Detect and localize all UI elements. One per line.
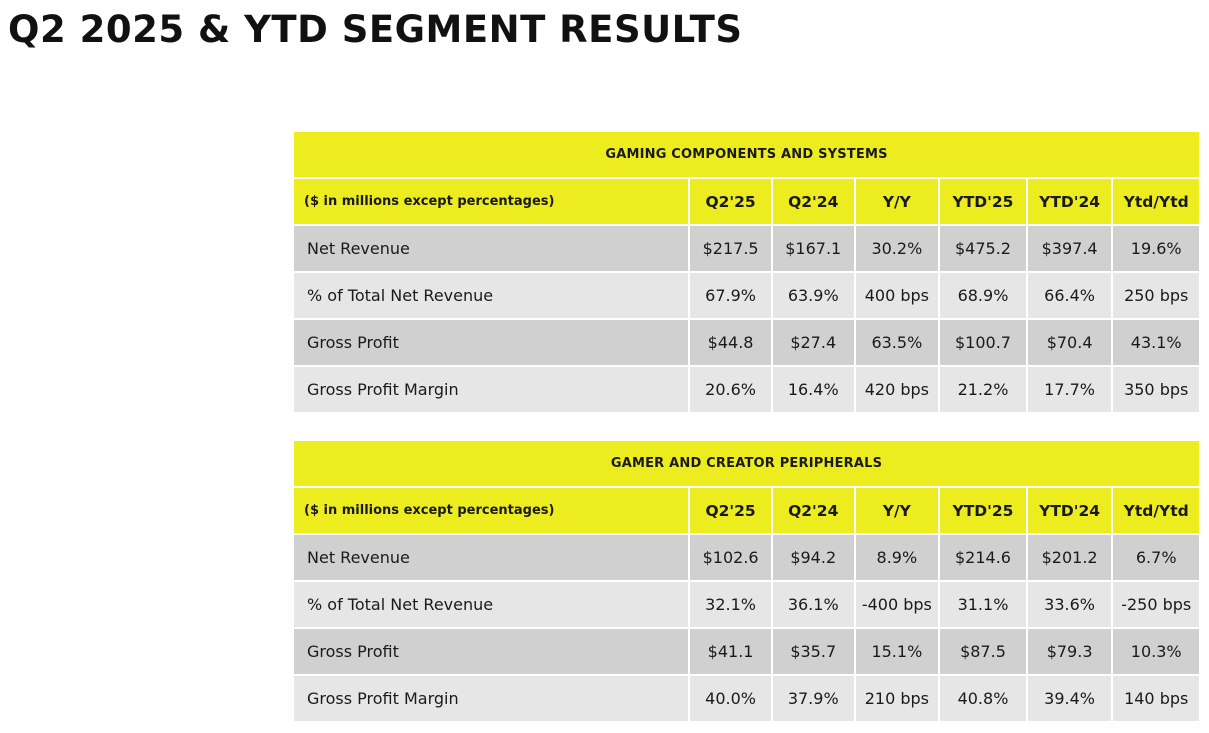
table-cell: 400 bps bbox=[855, 273, 939, 318]
table-row: Net Revenue $217.5 $167.1 30.2% $475.2 $… bbox=[294, 226, 1200, 271]
table-cell: 140 bps bbox=[1113, 676, 1200, 721]
table-cell: $214.6 bbox=[940, 535, 1026, 580]
table-cell: 350 bps bbox=[1113, 367, 1200, 412]
table-cell: $41.1 bbox=[690, 629, 771, 674]
table-cell: $70.4 bbox=[1027, 320, 1112, 365]
row-label: % of Total Net Revenue bbox=[294, 273, 689, 318]
table-row: % of Total Net Revenue 32.1% 36.1% -400 … bbox=[294, 582, 1200, 627]
column-header-q2-25: Q2'25 bbox=[690, 179, 771, 224]
table-cell: 420 bps bbox=[855, 367, 939, 412]
table-row: Gross Profit $44.8 $27.4 63.5% $100.7 $7… bbox=[294, 320, 1200, 365]
row-label: Gross Profit Margin bbox=[294, 367, 689, 412]
column-header-ytd-25: YTD'25 bbox=[940, 488, 1026, 533]
table-row: Gross Profit Margin 40.0% 37.9% 210 bps … bbox=[294, 676, 1200, 721]
table-cell: 8.9% bbox=[855, 535, 939, 580]
column-header-ytd-25: YTD'25 bbox=[940, 179, 1026, 224]
column-header-label: ($ in millions except percentages) bbox=[294, 488, 689, 533]
table-cell: 33.6% bbox=[1027, 582, 1112, 627]
table-cell: $475.2 bbox=[940, 226, 1026, 271]
page-title: Q2 2025 & YTD SEGMENT RESULTS bbox=[8, 8, 743, 51]
table-row: Net Revenue $102.6 $94.2 8.9% $214.6 $20… bbox=[294, 535, 1200, 580]
table-cell: 63.9% bbox=[772, 273, 854, 318]
table-cell: 19.6% bbox=[1113, 226, 1200, 271]
table-cell: 30.2% bbox=[855, 226, 939, 271]
table-cell: 67.9% bbox=[690, 273, 771, 318]
table-row: % of Total Net Revenue 67.9% 63.9% 400 b… bbox=[294, 273, 1200, 318]
table-cell: 66.4% bbox=[1027, 273, 1112, 318]
column-header-q2-25: Q2'25 bbox=[690, 488, 771, 533]
table-cell: $102.6 bbox=[690, 535, 771, 580]
table-cell: 6.7% bbox=[1113, 535, 1200, 580]
column-header-yoy: Y/Y bbox=[855, 488, 939, 533]
column-header-yoy: Y/Y bbox=[855, 179, 939, 224]
table-cell: $94.2 bbox=[772, 535, 854, 580]
row-label: Gross Profit bbox=[294, 629, 689, 674]
table-cell: 37.9% bbox=[772, 676, 854, 721]
table-cell: 40.0% bbox=[690, 676, 771, 721]
table-header-row: ($ in millions except percentages) Q2'25… bbox=[294, 179, 1200, 224]
row-label: Gross Profit bbox=[294, 320, 689, 365]
row-label: Gross Profit Margin bbox=[294, 676, 689, 721]
row-label: % of Total Net Revenue bbox=[294, 582, 689, 627]
table-cell: $79.3 bbox=[1027, 629, 1112, 674]
segment-title: GAMING COMPONENTS AND SYSTEMS bbox=[294, 132, 1199, 177]
table-cell: 210 bps bbox=[855, 676, 939, 721]
table-cell: $217.5 bbox=[690, 226, 771, 271]
column-header-label: ($ in millions except percentages) bbox=[294, 179, 689, 224]
column-header-ytd-24: YTD'24 bbox=[1027, 179, 1112, 224]
table-cell: 39.4% bbox=[1027, 676, 1112, 721]
table-cell: 68.9% bbox=[940, 273, 1026, 318]
table-cell: $397.4 bbox=[1027, 226, 1112, 271]
table-cell: $35.7 bbox=[772, 629, 854, 674]
column-header-ytd-24: YTD'24 bbox=[1027, 488, 1112, 533]
table-header-row: ($ in millions except percentages) Q2'25… bbox=[294, 488, 1200, 533]
segment-table-gamer-creator-peripherals: GAMER AND CREATOR PERIPHERALS ($ in mill… bbox=[294, 441, 1200, 721]
column-header-q2-24: Q2'24 bbox=[772, 488, 854, 533]
table-row: Gross Profit $41.1 $35.7 15.1% $87.5 $79… bbox=[294, 629, 1200, 674]
table-cell: 15.1% bbox=[855, 629, 939, 674]
table-cell: $27.4 bbox=[772, 320, 854, 365]
table-cell: 31.1% bbox=[940, 582, 1026, 627]
column-header-q2-24: Q2'24 bbox=[772, 179, 854, 224]
table-cell: 36.1% bbox=[772, 582, 854, 627]
table-cell: $44.8 bbox=[690, 320, 771, 365]
table-row: Gross Profit Margin 20.6% 16.4% 420 bps … bbox=[294, 367, 1200, 412]
table-cell: 17.7% bbox=[1027, 367, 1112, 412]
row-label: Net Revenue bbox=[294, 226, 689, 271]
table-cell: $100.7 bbox=[940, 320, 1026, 365]
table-cell: 43.1% bbox=[1113, 320, 1200, 365]
table-cell: $87.5 bbox=[940, 629, 1026, 674]
table-cell: 20.6% bbox=[690, 367, 771, 412]
column-header-ytd-ytd: Ytd/Ytd bbox=[1113, 488, 1200, 533]
row-label: Net Revenue bbox=[294, 535, 689, 580]
table-cell: 16.4% bbox=[772, 367, 854, 412]
table-cell: 21.2% bbox=[940, 367, 1026, 412]
table-cell: 10.3% bbox=[1113, 629, 1200, 674]
table-cell: $201.2 bbox=[1027, 535, 1112, 580]
table-cell: 40.8% bbox=[940, 676, 1026, 721]
segment-table-gaming-components: GAMING COMPONENTS AND SYSTEMS ($ in mill… bbox=[294, 132, 1200, 412]
table-cell: 250 bps bbox=[1113, 273, 1200, 318]
column-header-ytd-ytd: Ytd/Ytd bbox=[1113, 179, 1200, 224]
table-cell: 32.1% bbox=[690, 582, 771, 627]
table-cell: -250 bps bbox=[1113, 582, 1200, 627]
table-cell: $167.1 bbox=[772, 226, 854, 271]
segment-title: GAMER AND CREATOR PERIPHERALS bbox=[294, 441, 1199, 486]
table-cell: 63.5% bbox=[855, 320, 939, 365]
table-cell: -400 bps bbox=[855, 582, 939, 627]
